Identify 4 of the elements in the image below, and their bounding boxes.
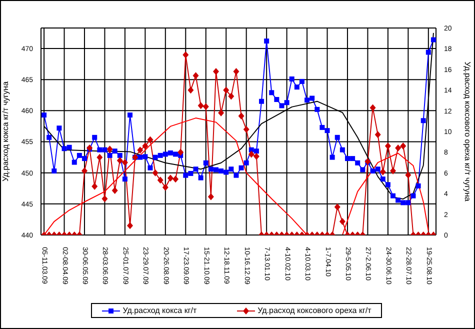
y-axis-title: Уд.расход кокса кг/т чугуна (0, 80, 10, 182)
y2-axis-title: Уд.расход коксового ореха кг/т чугуна (463, 62, 472, 202)
legend-label: Уд.расход коксового ореха кг/т (256, 306, 372, 315)
legend-label: Уд.расход кокса кг/т (122, 306, 197, 315)
